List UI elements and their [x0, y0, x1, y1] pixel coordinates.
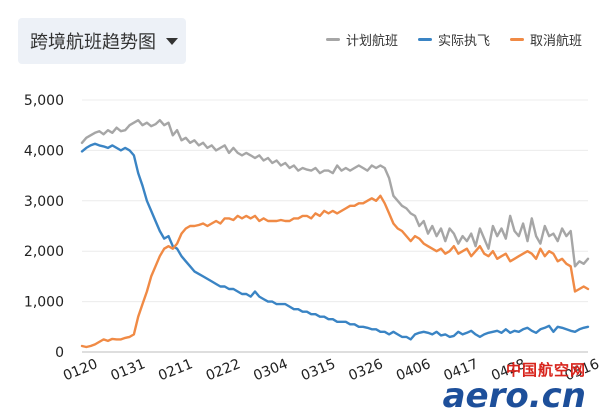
x-tick-label: 0406: [394, 356, 433, 384]
legend-item-cancelled[interactable]: 取消航班: [509, 30, 582, 49]
series-line-2[interactable]: [80, 194, 590, 349]
x-tick-label: 0131: [109, 356, 148, 384]
chart-title: 跨境航班趋势图: [30, 32, 156, 53]
y-tick-label: 2,000: [24, 244, 64, 260]
x-tick-label: 0211: [156, 356, 195, 384]
legend-swatch: [325, 38, 340, 41]
chevron-down-icon: [166, 37, 178, 45]
y-tick-label: 4,000: [24, 143, 64, 159]
y-tick-label: 1,000: [24, 295, 64, 311]
legend-item-actual[interactable]: 实际执飞: [417, 30, 490, 49]
watermark-en: aero.cn: [442, 376, 586, 416]
legend-item-planned[interactable]: 计划航班: [325, 30, 398, 49]
y-tick-label: 0: [55, 345, 64, 361]
y-tick-label: 3,000: [24, 194, 64, 210]
y-tick-label: 5,000: [24, 93, 64, 109]
legend-swatch: [417, 38, 432, 41]
chart-type-dropdown[interactable]: 跨境航班趋势图: [18, 18, 186, 64]
series-line-0[interactable]: [80, 118, 590, 268]
legend-label: 实际执飞: [437, 34, 490, 49]
legend-label: 计划航班: [345, 34, 398, 49]
series-line-1[interactable]: [80, 142, 590, 341]
x-tick-label: 0315: [299, 356, 338, 384]
x-tick-label: 0326: [346, 356, 385, 384]
x-tick-label: 0120: [61, 356, 100, 384]
watermark-cn: 中国航空网: [505, 361, 586, 379]
legend: 计划航班 实际执飞 取消航班: [325, 30, 582, 49]
legend-label: 取消航班: [529, 34, 582, 49]
watermark-logo: 中国航空网 aero.cn: [442, 359, 586, 416]
legend-swatch: [509, 38, 524, 41]
x-tick-label: 0304: [251, 356, 290, 384]
x-tick-label: 0222: [204, 356, 243, 384]
